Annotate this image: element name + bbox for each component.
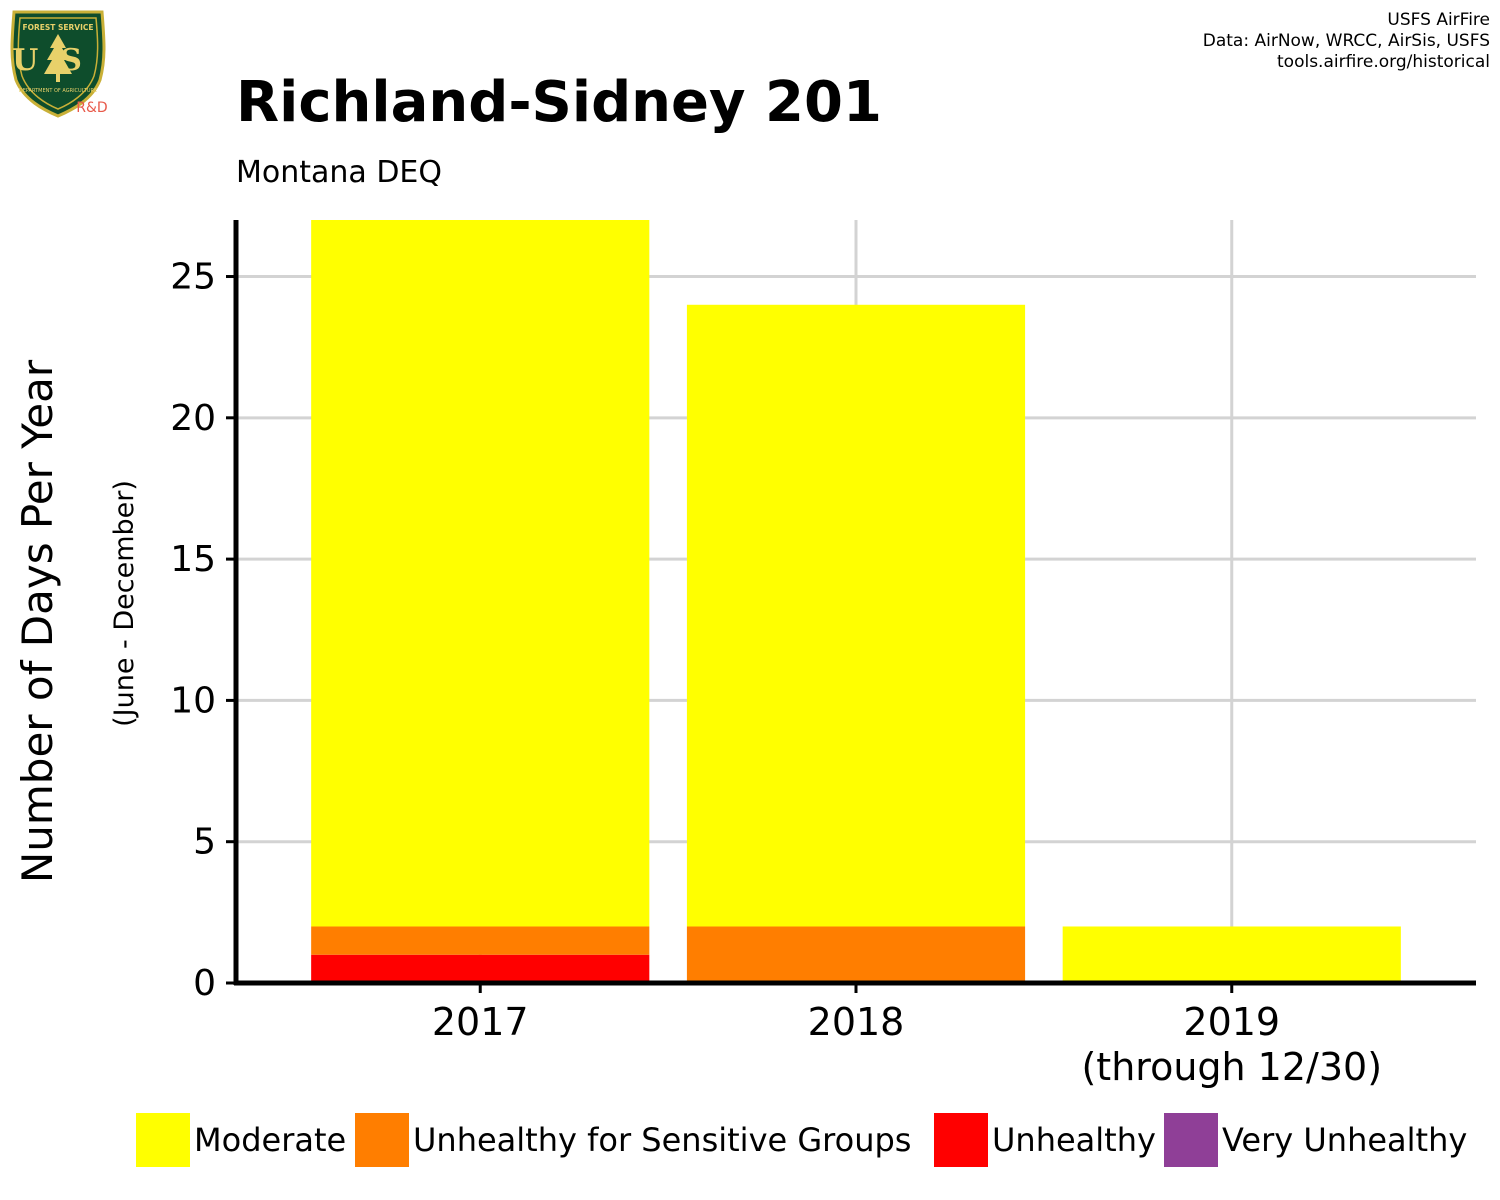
legend-label: Very Unhealthy [1222, 1121, 1468, 1159]
y-tick-label: 25 [170, 257, 216, 298]
credit-line: Data: AirNow, WRCC, AirSis, USFS [1202, 31, 1490, 51]
x-tick-label: 2019 [1183, 1000, 1280, 1044]
legend-item: Moderate [136, 1112, 346, 1168]
y-tick-label: 10 [170, 680, 216, 721]
chart-subtitle: Montana DEQ [236, 155, 443, 190]
y-tick-label: 20 [170, 398, 216, 439]
y-tick-label: 0 [193, 963, 216, 1004]
usfs-logo: FOREST SERVICE US DEPARTMENT OF AGRICULT… [10, 10, 108, 118]
y-axis-subtitle: (June - December) [109, 480, 140, 727]
x-tick-label: 2017 [432, 1000, 529, 1044]
logo-top-text: FOREST SERVICE [22, 23, 93, 32]
credit-line: USFS AirFire [1387, 10, 1490, 30]
legend-swatch [934, 1113, 988, 1167]
bar-segment [311, 954, 650, 983]
legend-item: Very Unhealthy [1164, 1112, 1467, 1168]
bar-segment [311, 926, 650, 955]
legend-swatch [1164, 1113, 1218, 1167]
bar-chart: 0 5 10 15 20 25 2017 2018 2019(through 12/30) Num… [13, 220, 1476, 1089]
x-tick-label: 2018 [808, 1000, 905, 1044]
bar-segment [1062, 926, 1401, 983]
logo-rd-text: R&D [76, 100, 107, 116]
legend-label: Unhealthy for Sensitive Groups [413, 1121, 912, 1159]
logo-us-text: US [12, 43, 104, 78]
legend-swatch [355, 1113, 409, 1167]
chart-title: Richland-Sidney 201 [236, 70, 882, 135]
legend: Moderate Unhealthy for Sensitive Groups Un… [0, 1112, 1500, 1170]
legend-label: Moderate [194, 1121, 347, 1159]
credits: USFS AirFire Data: AirNow, WRCC, AirSis,… [1203, 10, 1490, 73]
y-tick-label: 5 [193, 822, 216, 863]
bar-segment [686, 926, 1026, 983]
y-axis-title: Number of Days Per Year [13, 359, 62, 883]
bar-segment [311, 220, 650, 927]
legend-swatch [136, 1113, 190, 1167]
legend-label: Unhealthy [992, 1121, 1156, 1159]
legend-item: Unhealthy [934, 1112, 1156, 1168]
bar-segment [686, 304, 1026, 927]
y-tick-label: 15 [170, 539, 216, 580]
logo-bottom-text: DEPARTMENT OF AGRICULTURE [19, 88, 97, 94]
credit-line: tools.airfire.org/historical [1277, 52, 1490, 72]
legend-item: Unhealthy for Sensitive Groups [355, 1112, 911, 1168]
x-tick-sublabel: (through 12/30) [1081, 1045, 1382, 1089]
